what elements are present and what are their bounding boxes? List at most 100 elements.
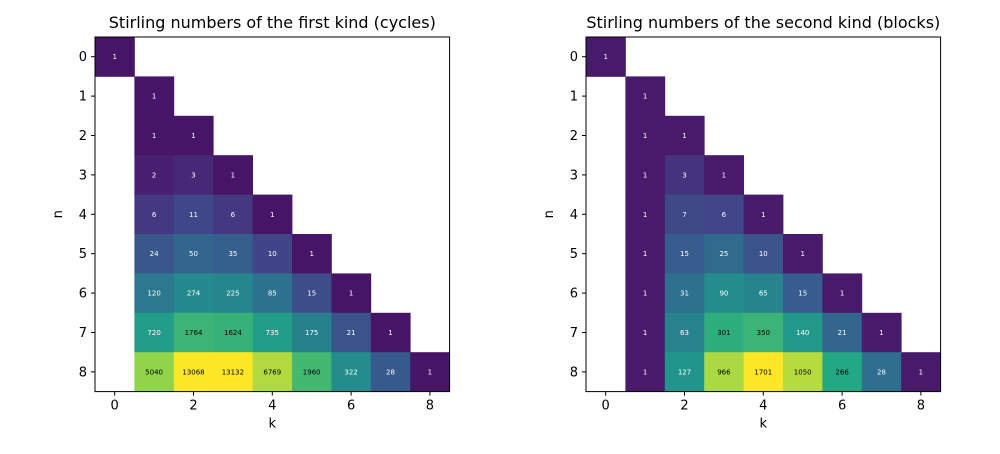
y-tick-label: 3 <box>79 168 87 183</box>
cell-value-label: 2 <box>152 171 156 179</box>
cell-value-label: 1 <box>722 171 726 179</box>
heatmap-cell <box>134 352 175 392</box>
cell-value-label: 5040 <box>145 368 163 376</box>
heatmap-cell <box>704 312 744 353</box>
heatmap-cell <box>370 352 411 392</box>
y-tick-label: 4 <box>570 208 578 223</box>
heatmap-cell <box>625 352 666 392</box>
heatmap-cell <box>822 352 863 392</box>
heatmap-cell <box>252 234 293 274</box>
heatmap-cell <box>664 155 705 195</box>
cell-value-label: 175 <box>305 329 318 337</box>
heatmap-cell <box>743 194 784 235</box>
heatmap-cell <box>783 312 823 353</box>
cell-value-label: 10 <box>759 250 768 258</box>
cell-value-label: 65 <box>759 290 768 298</box>
x-tick-label: 2 <box>189 399 197 414</box>
cell-value-label: 1701 <box>754 368 772 376</box>
cell-value-label: 140 <box>796 329 809 337</box>
cell-value-label: 6 <box>152 211 157 219</box>
cell-value-label: 274 <box>187 290 201 298</box>
heatmap-cell <box>704 273 744 314</box>
x-axis-label: k <box>269 417 277 432</box>
cell-value-label: 1 <box>800 250 804 258</box>
heatmap-cell <box>95 37 135 77</box>
cell-value-label: 1 <box>682 132 686 140</box>
x-tick-label: 8 <box>426 399 434 414</box>
heatmap-cell <box>783 352 823 392</box>
y-tick-label: 1 <box>570 90 578 105</box>
x-tick-label: 2 <box>680 399 688 414</box>
x-tick-label: 4 <box>759 399 767 414</box>
cell-value-label: 1 <box>309 250 313 258</box>
heatmap-cell <box>173 352 214 392</box>
cell-value-label: 15 <box>798 290 807 298</box>
heatmap-cell <box>252 194 293 235</box>
cell-value-label: 13068 <box>182 368 204 376</box>
heatmap-cell <box>331 273 372 314</box>
heatmap-cell <box>370 312 411 353</box>
heatmap-cell <box>664 312 705 353</box>
cell-value-label: 6769 <box>263 368 281 376</box>
cell-value-label: 1 <box>643 368 647 376</box>
cell-value-label: 28 <box>877 368 886 376</box>
heatmap-cell <box>743 352 784 392</box>
cell-value-label: 735 <box>266 329 279 337</box>
cell-value-label: 13132 <box>222 368 244 376</box>
cell-value-label: 3 <box>191 171 195 179</box>
cell-value-label: 1 <box>152 132 156 140</box>
heatmap-cell <box>901 352 941 392</box>
x-tick-label: 0 <box>602 399 610 414</box>
cell-value-label: 11 <box>189 211 198 219</box>
cell-value-label: 1 <box>349 290 353 298</box>
heatmap-cell <box>625 115 666 156</box>
heatmap-cell <box>134 312 175 353</box>
heatmap-cell <box>173 273 214 314</box>
heatmap-cell <box>625 194 666 235</box>
heatmap-cell <box>292 352 332 392</box>
cell-value-label: 1 <box>643 290 647 298</box>
heatmap-cell <box>625 312 666 353</box>
heatmap-cell <box>331 312 372 353</box>
cell-value-label: 50 <box>189 250 198 258</box>
heatmap-cell <box>213 155 253 195</box>
cell-value-label: 15 <box>307 290 316 298</box>
cell-value-label: 3 <box>682 171 686 179</box>
heatmap-cell <box>173 312 214 353</box>
cell-value-label: 1 <box>643 132 647 140</box>
heatmap-panel-second-kind: 111 11 3 11 7 6 11 15 25 10 11 31 90 65 15 11 63 301 350 14… <box>542 13 942 432</box>
cell-value-label: 31 <box>680 290 689 298</box>
chart-title: Stirling numbers of the second kind (blo… <box>586 13 940 32</box>
cell-value-label: 1960 <box>303 368 321 376</box>
heatmap-cell <box>586 37 626 77</box>
cell-value-label: 10 <box>268 250 277 258</box>
heatmap-cell <box>173 115 214 156</box>
cell-value-label: 6 <box>231 211 236 219</box>
heatmap-cell <box>822 273 863 314</box>
cell-value-label: 1 <box>152 93 156 101</box>
y-tick-label: 5 <box>79 247 87 262</box>
y-tick-label: 8 <box>570 365 578 380</box>
cell-value-label: 1 <box>428 368 432 376</box>
heatmap-cell <box>292 234 332 274</box>
cell-value-label: 1 <box>603 53 607 61</box>
heatmap-cell <box>625 273 666 314</box>
heatmap-cell <box>331 352 372 392</box>
cell-value-label: 322 <box>344 368 357 376</box>
heatmap-cell <box>213 273 253 314</box>
heatmap-cell <box>861 352 902 392</box>
heatmap-cell <box>134 194 175 235</box>
y-tick-label: 4 <box>79 208 87 223</box>
cell-value-label: 1 <box>643 171 647 179</box>
heatmap-cell <box>704 155 744 195</box>
heatmap-cell <box>134 273 175 314</box>
heatmap-cell <box>252 312 293 353</box>
heatmap-cell <box>134 155 175 195</box>
heatmap-cell <box>664 234 705 274</box>
x-tick-label: 4 <box>268 399 276 414</box>
cell-value-label: 720 <box>147 329 160 337</box>
x-tick-label: 6 <box>838 399 846 414</box>
cell-value-label: 24 <box>150 250 159 258</box>
